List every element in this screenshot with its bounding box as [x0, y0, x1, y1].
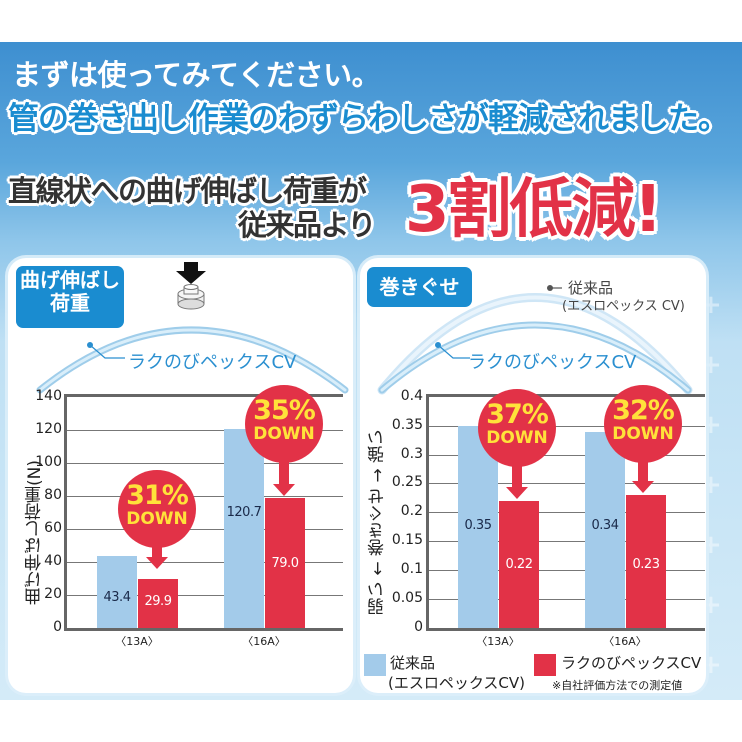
right-chart-plot: [426, 394, 705, 631]
badge-down: DOWN: [486, 428, 548, 448]
y-tick: 0.25: [391, 474, 423, 490]
legend-swatch-conventional: [364, 654, 386, 676]
bar-new-16a: 79.0: [265, 498, 305, 628]
claim-line-2: 従来品より: [238, 208, 376, 242]
y-tick: 0.15: [391, 532, 423, 548]
y-tick: 20: [44, 586, 62, 602]
y-tick: 40: [44, 553, 62, 569]
bar-value: 0.23: [632, 557, 660, 572]
y-tick: 100: [35, 454, 62, 470]
gridline: [429, 483, 705, 484]
gridline: [67, 595, 343, 596]
bar-new-16a: 0.23: [626, 495, 666, 628]
bar-conventional-13a: 43.4: [97, 556, 137, 628]
bar-value: 0.35: [464, 518, 492, 533]
left-y-axis-label: 曲げ伸ばし荷重(N): [25, 460, 45, 605]
y-tick: 140: [35, 388, 62, 404]
legend-conventional: 従来品: [390, 654, 436, 672]
down-arrow-icon: [273, 484, 295, 496]
badge-percent: 31%: [126, 480, 189, 511]
bar-value: 120.7: [226, 505, 262, 520]
badge-percent: 32%: [612, 395, 675, 426]
badge-down: DOWN: [126, 509, 188, 529]
y-tick: 0.4: [400, 388, 423, 404]
claim-line-1: 直線状への曲げ伸ばし荷重が: [8, 174, 367, 208]
left-chart-plot: [64, 394, 343, 631]
tag-line-1: 曲げ伸ばし: [20, 268, 120, 292]
badge-down: DOWN: [253, 424, 315, 444]
gridline: [429, 541, 705, 542]
y-tick: 0: [414, 619, 423, 635]
gridline: [429, 512, 705, 513]
legend-conventional-model: (エスロペックスCV): [388, 674, 525, 692]
down-arrow-icon: [506, 487, 528, 499]
down-arrow-icon: [146, 557, 168, 569]
pipe-arc-icon: [36, 326, 349, 394]
reduction-badge-13a: 37% DOWN: [478, 389, 556, 467]
x-category: 〈13A〉: [115, 635, 159, 648]
reduction-badge-16a: 35% DOWN: [245, 385, 323, 463]
y-tick: 120: [35, 421, 62, 437]
bar-value: 43.4: [103, 590, 131, 605]
legend-swatch-new: [534, 654, 556, 676]
gridline: [67, 463, 343, 464]
badge-down: DOWN: [612, 424, 674, 444]
y-tick: 0.05: [391, 590, 423, 606]
y-tick: 60: [44, 520, 62, 536]
y-tick: 0.35: [391, 417, 423, 433]
pipe-arcs-icon: [377, 285, 693, 395]
pipe-label-old: 従来品: [568, 279, 614, 297]
bar-new-13a: 0.22: [499, 501, 539, 628]
pipe-label-new: ラクのびペックスCV: [128, 352, 297, 373]
bar-value: 29.9: [144, 594, 172, 609]
gridline: [429, 570, 705, 571]
gridline: [67, 529, 343, 530]
badge-percent: 35%: [253, 395, 316, 426]
benefit-line: 管の巻き出し作業のわずらわしさが軽減されました。: [8, 101, 729, 137]
measurement-note: ※自社評価方法での測定値: [552, 679, 683, 692]
badge-arrow-stem: [512, 464, 522, 489]
badge-percent: 37%: [486, 399, 549, 430]
bar-value: 0.22: [505, 557, 533, 572]
y-tick: 0.3: [400, 446, 423, 462]
bar-conventional-16a: 120.7: [224, 429, 264, 628]
pipe-label-old-model: (エスロペックス CV): [562, 299, 685, 314]
headline-reduction: 3割低減!: [405, 173, 663, 247]
legend-new: ラクのびペックスCV: [561, 654, 702, 672]
bending-load-tag: 曲げ伸ばし 荷重: [16, 266, 124, 328]
reduction-badge-16a: 32% DOWN: [604, 385, 682, 463]
down-arrow-weight-icon: [176, 262, 206, 310]
intro-line: まずは使ってみてください。: [12, 58, 381, 92]
gridline: [429, 599, 705, 600]
gridline: [67, 430, 343, 431]
x-category: 〈13A〉: [476, 635, 520, 648]
gridline: [67, 496, 343, 497]
gridline: [429, 455, 705, 456]
bar-value: 79.0: [271, 556, 299, 571]
bar-new-13a: 29.9: [138, 579, 178, 628]
coil-memory-tag: 巻きぐせ: [367, 267, 472, 307]
x-category: 〈16A〉: [242, 635, 286, 648]
bar-conventional-13a: 0.35: [458, 426, 498, 628]
reduction-badge-13a: 31% DOWN: [118, 470, 196, 548]
down-arrow-icon: [632, 481, 654, 493]
bar-conventional-16a: 0.34: [585, 432, 625, 628]
badge-arrow-stem: [638, 460, 648, 483]
badge-arrow-stem: [152, 545, 162, 558]
bar-value: 0.34: [591, 518, 619, 533]
tag-line-2: 荷重: [50, 291, 90, 315]
pipe-label-new: ラクのびペックスCV: [468, 352, 637, 373]
gridline: [67, 562, 343, 563]
y-tick: 0.1: [400, 561, 423, 577]
y-tick: 0.2: [400, 503, 423, 519]
y-tick: 0: [53, 619, 62, 635]
x-category: 〈16A〉: [603, 635, 647, 648]
badge-arrow-stem: [279, 460, 289, 486]
gridline: [429, 426, 705, 427]
y-tick: 80: [44, 487, 62, 503]
